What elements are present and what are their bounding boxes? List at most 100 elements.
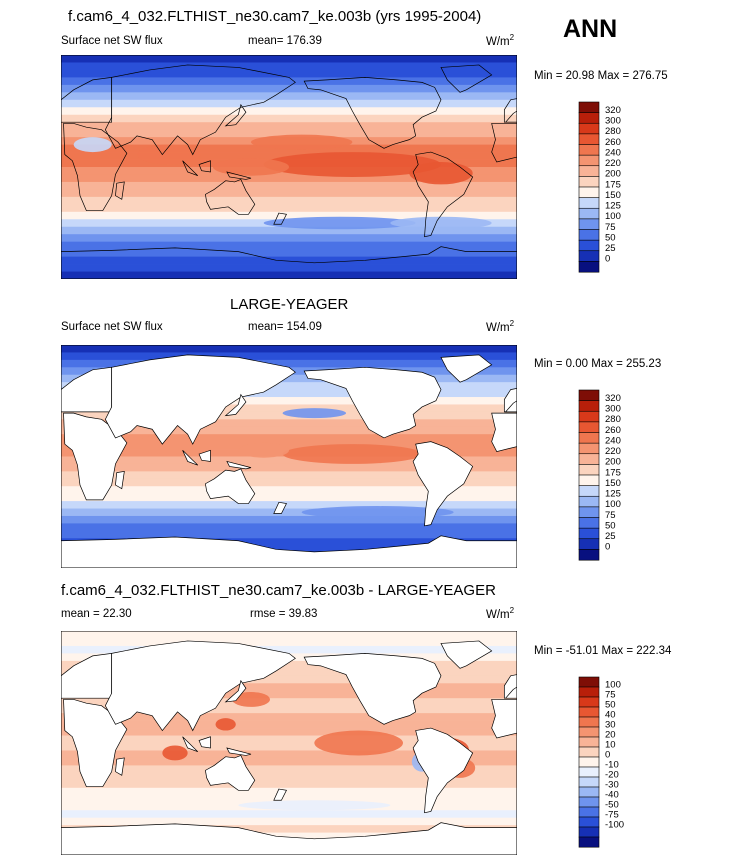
lat-band — [61, 234, 517, 243]
lat-band — [61, 780, 517, 789]
lat-band — [61, 501, 517, 509]
lat-band — [61, 345, 517, 353]
lat-band — [61, 817, 517, 826]
lat-band — [61, 631, 517, 639]
coastline-africa-west — [492, 413, 517, 451]
lat-band — [61, 99, 517, 108]
lat-band — [61, 690, 517, 699]
colorbar-swatch — [578, 112, 600, 124]
panel2-variable-label: Surface net SW flux — [61, 321, 163, 333]
coastline-iberia — [506, 111, 517, 122]
colorbar-tick-label: 280 — [605, 126, 621, 137]
lat-band — [61, 638, 517, 647]
colorbar-tick-label: 260 — [605, 137, 621, 148]
coastline-australia — [205, 179, 254, 214]
colorbar-swatch — [578, 144, 600, 156]
lat-band — [61, 389, 517, 398]
field-contour — [137, 434, 201, 455]
panel3-minmax: Min = -51.01 Max = 222.34 — [534, 645, 672, 657]
colorbar-tick-label: 100 — [605, 499, 621, 510]
colorbar-swatch — [578, 389, 600, 402]
colorbar-swatch — [578, 716, 600, 728]
lat-band — [61, 352, 517, 361]
lat-band — [61, 92, 517, 101]
colorbar-swatch — [578, 676, 600, 688]
colorbar-swatch — [578, 506, 600, 518]
coastline-new-guinea — [227, 172, 251, 179]
field-contour — [251, 134, 353, 150]
colorbar-tick-label: -20 — [605, 769, 619, 780]
panel2-map — [61, 345, 517, 568]
lat-band — [61, 129, 517, 138]
colorbar-tick-label: 240 — [605, 147, 621, 158]
lat-band — [61, 660, 517, 669]
coastline-asia — [105, 355, 295, 444]
colorbar-swatch — [578, 756, 600, 768]
panel1-title: f.cam6_4_032.FLTHIST_ne30.cam7_ke.003b (… — [68, 8, 482, 25]
lat-band — [61, 374, 517, 383]
coastline-asia — [105, 65, 295, 155]
lat-band — [61, 787, 517, 796]
lat-band — [61, 705, 517, 714]
field-contour — [238, 800, 391, 811]
colorbar-tick-label: -100 — [605, 819, 624, 830]
lat-band — [61, 359, 517, 368]
lat-band — [61, 397, 517, 405]
colorbar-tick-label: 50 — [605, 520, 616, 531]
lat-band — [61, 471, 517, 480]
coastline-north-america — [304, 653, 441, 724]
colorbar-tick-label: 240 — [605, 435, 621, 446]
colorbar-tick-label: 300 — [605, 404, 621, 415]
coastline-madagascar — [115, 758, 124, 775]
colorbar-swatch — [578, 766, 600, 778]
colorbar-swatch — [578, 806, 600, 818]
lat-band — [61, 545, 517, 554]
colorbar-tick-label: 75 — [605, 689, 616, 700]
colorbar-swatch — [578, 261, 600, 273]
lat-band — [61, 757, 517, 766]
colorbar-tick-label: 20 — [605, 729, 616, 740]
lat-band — [61, 675, 517, 684]
colorbar-tick-label: 50 — [605, 232, 616, 243]
coastline-sumatra — [183, 450, 198, 465]
lat-band — [61, 772, 517, 781]
field-contour — [263, 152, 441, 177]
panel1-variable-label: Surface net SW flux — [61, 35, 163, 47]
colorbar-swatch — [578, 816, 600, 828]
coastline-sumatra — [183, 737, 198, 752]
colorbar-swatch — [578, 686, 600, 698]
field-contour — [282, 408, 346, 419]
coastline-south-america — [413, 728, 473, 813]
field-contour — [301, 506, 454, 519]
coastline-greenland — [441, 355, 492, 382]
lat-band — [61, 264, 517, 272]
season-label: ANN — [563, 15, 618, 43]
lat-band — [61, 249, 517, 257]
colorbar-swatch — [578, 464, 600, 476]
lat-band — [61, 508, 517, 517]
colorbar-swatch — [578, 474, 600, 487]
colorbar-swatch — [578, 154, 600, 167]
colorbar-tick-label: 300 — [605, 116, 621, 127]
lat-band — [61, 196, 517, 205]
colorbar-tick-label: 260 — [605, 425, 621, 436]
coastline-japan — [226, 681, 246, 702]
colorbar-swatch — [578, 796, 600, 808]
colorbar-tick-label: 175 — [605, 179, 621, 190]
coastline-new-guinea — [227, 748, 251, 755]
lat-band — [61, 382, 517, 390]
colorbar-tick-label: 320 — [605, 105, 621, 116]
lat-band — [61, 720, 517, 729]
colorbar-swatch — [578, 786, 600, 798]
colorbar-swatch — [578, 218, 600, 230]
colorbar-tick-label: -75 — [605, 809, 619, 820]
coastline-madagascar — [115, 182, 124, 199]
field-contour — [213, 158, 289, 176]
panel1-minmax: Min = 20.98 Max = 276.75 — [534, 70, 668, 82]
lat-band — [61, 241, 517, 250]
panel2-title: LARGE-YEAGER — [230, 296, 349, 313]
field-contour — [390, 216, 492, 230]
